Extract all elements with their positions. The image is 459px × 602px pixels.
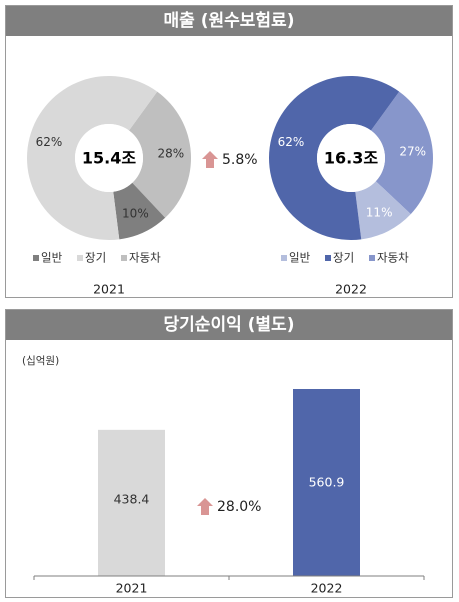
donut-2022-label-장기: 62%	[278, 135, 305, 149]
donut-year-2021: 2021	[93, 282, 125, 297]
profit-bar-2021	[98, 429, 165, 576]
legend-2021-label-자동차: 자동차	[129, 251, 161, 265]
legend-2022-swatch-자동차	[369, 255, 375, 261]
donut-2021-label-일반: 10%	[122, 207, 149, 221]
legend-2021-swatch-일반	[33, 255, 39, 261]
profit-bar-2022	[293, 389, 360, 576]
donut-2021-slice-자동차	[128, 91, 191, 218]
donut-2021-label-자동차: 28%	[158, 147, 185, 161]
donut-2022-hole	[317, 124, 385, 192]
donut-2021-hole	[75, 124, 143, 192]
profit-bar-value-2022: 560.9	[309, 475, 345, 490]
donut-2021-total: 15.4조	[82, 149, 136, 168]
sales-growth-arrow-icon	[202, 151, 218, 168]
profit-xtick-2021: 2021	[116, 581, 148, 596]
donut-2022-slice-일반	[355, 181, 411, 240]
donut-2022-total: 16.3조	[324, 149, 378, 168]
legend-2022-label-장기: 장기	[333, 251, 354, 265]
donut-2022-slice-장기	[268, 75, 400, 241]
legend-2022-label-일반: 일반	[289, 251, 311, 265]
profit-panel: 당기순이익 (별도) (십억원) 438.4 2021 560.9 2022 28.0%	[5, 309, 453, 598]
legend-2022-swatch-장기	[325, 255, 331, 261]
sales-panel-title: 매출 (원수보험료)	[6, 6, 452, 36]
donut-2022-slice-자동차	[370, 91, 433, 215]
legend-2022-label-자동차: 자동차	[377, 251, 409, 265]
donut-year-2022: 2022	[335, 282, 367, 297]
legend-2021-swatch-자동차	[121, 255, 127, 261]
profit-bar-value-2021: 438.4	[114, 491, 150, 506]
donut-2022-label-일반: 11%	[366, 206, 393, 220]
donut-2021-slice-장기	[26, 75, 158, 241]
legend-2021-label-일반: 일반	[41, 251, 63, 265]
profit-growth-value: 28.0%	[217, 499, 261, 515]
profit-panel-title: 당기순이익 (별도)	[6, 310, 452, 340]
profit-xtick-2022: 2022	[311, 581, 343, 596]
legend-2021-label-장기: 장기	[85, 251, 106, 265]
profit-unit-label: (십억원)	[22, 355, 59, 367]
donut-2022-label-자동차: 27%	[399, 145, 426, 159]
profit-bar-chart: (십억원) 438.4 2021 560.9 2022 28.0%	[22, 355, 425, 596]
profit-growth-arrow-icon	[197, 498, 213, 515]
sales-growth-value: 5.8%	[222, 152, 258, 168]
donut-2021-label-장기: 62%	[36, 135, 63, 149]
donut-2021-slice-일반	[113, 182, 166, 240]
legend-2021-swatch-장기	[77, 255, 83, 261]
legend-2022-swatch-일반	[281, 255, 287, 261]
